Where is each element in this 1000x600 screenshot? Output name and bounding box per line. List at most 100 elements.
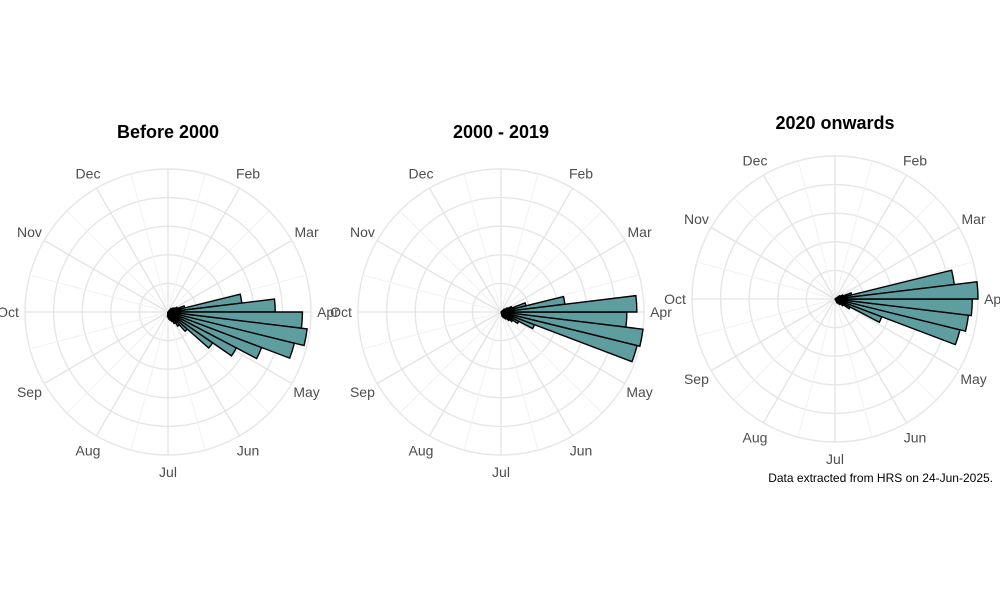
month-spoke [834, 298, 908, 424]
month-label-jun: Jun [237, 443, 260, 459]
minor-spoke [797, 160, 836, 300]
minor-spoke [500, 311, 539, 451]
month-spoke [376, 239, 502, 313]
month-label-jul: Jul [492, 464, 510, 480]
month-label-oct: Oct [330, 304, 352, 320]
minor-spoke [834, 298, 873, 438]
month-label-oct: Oct [664, 291, 686, 307]
month-labels: Feb Mar Apr May Jun Jul Aug Sep Oct Nov Dec [330, 165, 672, 480]
month-spoke [500, 311, 626, 385]
chart-panel-before-2000: Before 2000 Feb Mar Apr May Jun Jul Aug Sep Oct N… [0, 122, 339, 480]
month-spoke [762, 174, 836, 300]
chart-panel-2000-2019: 2000 - 2019 Feb Mar Apr May Jun Jul Aug Sep Oct N… [330, 122, 672, 480]
month-spoke [43, 239, 169, 313]
minor-spoke [834, 160, 873, 300]
month-spoke [428, 187, 502, 313]
month-label-aug: Aug [76, 443, 101, 459]
month-label-aug: Aug [743, 430, 768, 446]
minor-spoke [834, 298, 937, 401]
minor-spoke [463, 173, 502, 313]
minor-spoke [29, 311, 169, 350]
month-label-dec: Dec [76, 165, 101, 181]
minor-spoke [696, 298, 836, 337]
month-label-nov: Nov [17, 224, 42, 240]
month-label-apr: Apr [317, 304, 339, 320]
minor-spoke [696, 261, 836, 300]
month-spoke [95, 311, 169, 437]
minor-spoke [167, 311, 206, 451]
minor-spoke [463, 311, 502, 451]
month-label-may: May [626, 384, 652, 400]
minor-spoke [29, 274, 169, 313]
minor-spoke [500, 311, 603, 414]
month-spoke [167, 187, 241, 313]
month-label-may: May [293, 384, 319, 400]
month-label-jun: Jun [904, 430, 927, 446]
chart-title: Before 2000 [117, 122, 219, 142]
chart-title: 2020 onwards [775, 113, 894, 133]
month-spoke [376, 311, 502, 385]
minor-spoke [362, 274, 502, 313]
minor-spoke [362, 311, 502, 350]
month-label-sep: Sep [17, 384, 42, 400]
month-label-apr: Apr [984, 291, 1000, 307]
month-labels: Feb Mar Apr May Jun Jul Aug Sep Oct Nov Dec [0, 165, 339, 480]
month-spoke [167, 311, 241, 437]
month-label-nov: Nov [350, 224, 375, 240]
bars [500, 294, 644, 363]
month-label-jul: Jul [159, 464, 177, 480]
minor-spoke [399, 311, 502, 414]
minor-spoke [130, 311, 169, 451]
month-label-nov: Nov [684, 211, 709, 227]
month-spoke [834, 298, 960, 372]
month-spoke [834, 226, 960, 300]
month-label-dec: Dec [743, 152, 768, 168]
polar-bar [834, 280, 979, 300]
month-label-sep: Sep [350, 384, 375, 400]
month-label-mar: Mar [628, 224, 652, 240]
minor-spoke [167, 173, 206, 313]
polar-bar [167, 311, 308, 347]
month-label-jun: Jun [570, 443, 593, 459]
month-label-feb: Feb [903, 152, 927, 168]
month-label-jul: Jul [826, 451, 844, 467]
bars [166, 293, 308, 360]
data-source-caption: Data extracted from HRS on 24-Jun-2025. [768, 471, 993, 485]
bars [834, 269, 979, 346]
month-spoke [762, 298, 836, 424]
month-label-dec: Dec [409, 165, 434, 181]
month-spoke [710, 298, 836, 372]
month-spoke [710, 226, 836, 300]
minor-spoke [733, 197, 836, 300]
minor-spoke [500, 173, 539, 313]
month-label-oct: Oct [0, 304, 19, 320]
minor-spoke [834, 197, 937, 300]
month-spoke [500, 239, 626, 313]
month-spoke [500, 311, 574, 437]
month-label-mar: Mar [962, 211, 986, 227]
polar-bar [500, 294, 638, 313]
minor-spoke [399, 210, 502, 313]
month-label-apr: Apr [650, 304, 672, 320]
minor-spoke [733, 298, 836, 401]
minor-spoke [500, 210, 603, 313]
month-spoke [834, 174, 908, 300]
minor-spoke [66, 311, 169, 414]
month-spoke [428, 311, 502, 437]
month-label-feb: Feb [236, 165, 260, 181]
month-label-may: May [960, 371, 986, 387]
minor-spoke [66, 210, 169, 313]
month-label-sep: Sep [684, 371, 709, 387]
month-label-feb: Feb [569, 165, 593, 181]
polar-bar [500, 311, 644, 348]
minor-spoke [167, 210, 270, 313]
month-spoke [167, 239, 293, 313]
minor-spoke [130, 173, 169, 313]
chart-title: 2000 - 2019 [453, 122, 549, 142]
month-spoke [43, 311, 169, 385]
month-label-aug: Aug [409, 443, 434, 459]
month-spoke [95, 187, 169, 313]
month-label-mar: Mar [295, 224, 319, 240]
minor-spoke [797, 298, 836, 438]
